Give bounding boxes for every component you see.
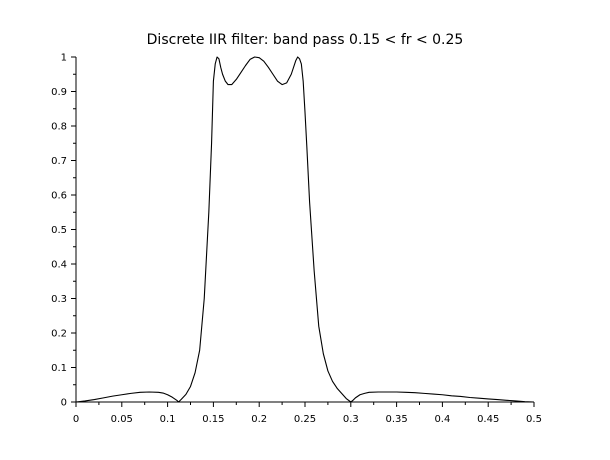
x-tick-label: 0.4 [434, 414, 450, 425]
y-tick-label: 0.9 [51, 87, 67, 98]
x-tick-label: 0.2 [251, 414, 267, 425]
x-tick-label: 0.5 [526, 414, 542, 425]
plot-area [75, 56, 535, 403]
x-tick-label: 0.1 [160, 414, 176, 425]
y-tick-label: 0.7 [51, 156, 67, 167]
y-tick-label: 1 [61, 53, 67, 64]
series-line-0 [75, 56, 535, 403]
chart-title: Discrete IIR filter: band pass 0.15 < fr… [147, 32, 464, 48]
y-tick-label: 0.4 [51, 260, 67, 271]
x-tick-label: 0 [73, 414, 79, 425]
y-tick-label: 0.6 [51, 191, 67, 202]
y-tick-label: 0.5 [51, 225, 67, 236]
x-tick-label: 0.25 [294, 414, 316, 425]
x-tick-label: 0.3 [343, 414, 359, 425]
x-tick-label: 0.05 [111, 414, 133, 425]
x-tick-label: 0.35 [385, 414, 407, 425]
y-tick-label: 0.1 [51, 363, 67, 374]
y-tick-label: 0 [61, 398, 67, 409]
y-tick-label: 0.8 [51, 122, 67, 133]
x-tick-label: 0.15 [202, 414, 224, 425]
y-tick-label: 0.2 [51, 329, 67, 340]
axes: 0 0.05 0.1 0.15 0.2 0.25 0.3 0.35 0.4 0.45 0.5 0 0.1… [51, 53, 542, 426]
y-tick-label: 0.3 [51, 294, 67, 305]
x-tick-label: 0.45 [477, 414, 499, 425]
